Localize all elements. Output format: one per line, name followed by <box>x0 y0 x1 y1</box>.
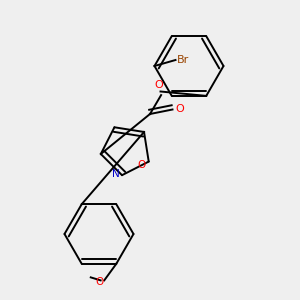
Text: O: O <box>154 80 164 90</box>
Text: N: N <box>112 169 120 179</box>
Text: O: O <box>96 277 104 287</box>
Text: O: O <box>137 160 145 170</box>
Text: Br: Br <box>177 55 189 65</box>
Text: O: O <box>175 104 184 115</box>
